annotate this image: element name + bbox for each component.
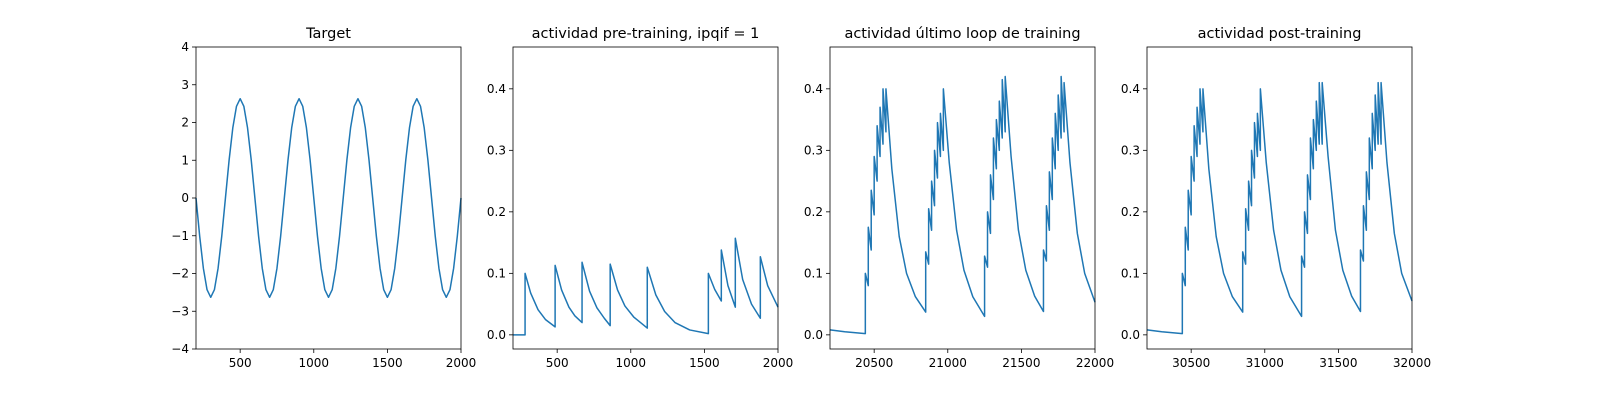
subplot: actividad último loop de training 0.0 0.1 0… <box>804 26 1114 370</box>
data-line <box>829 75 1096 335</box>
x-tick-label: 2000 <box>446 356 477 370</box>
x-tick-label: 30500 <box>1172 356 1210 370</box>
y-tick-label: 0.4 <box>1121 82 1140 96</box>
subplot: Target −4 −3 −2 −1 0 1 2 3 4 500 1000 1500 2000 <box>171 26 476 370</box>
y-tick-label: 1 <box>181 153 189 167</box>
x-tick-label: 1500 <box>689 356 720 370</box>
y-tick-label: −1 <box>171 229 189 243</box>
x-tick-label: 21500 <box>1002 356 1040 370</box>
subplot-title: actividad último loop de training <box>844 26 1080 42</box>
x-tick-label: 31000 <box>1246 356 1284 370</box>
x-tick-label: 2000 <box>763 356 794 370</box>
y-tick-label: 2 <box>181 116 189 130</box>
x-tick-label: 1500 <box>372 356 403 370</box>
x-tick-label: 31500 <box>1319 356 1357 370</box>
axes-frame <box>829 46 1096 350</box>
y-tick-label: 4 <box>181 40 189 54</box>
data-line <box>195 97 462 299</box>
x-tick-label: 500 <box>546 356 569 370</box>
subplot: actividad post-training 0.0 0.1 0.2 0.3 0.4 30… <box>1121 26 1431 370</box>
y-tick-label: 0.2 <box>1121 205 1140 219</box>
y-tick-label: 0.4 <box>804 82 823 96</box>
x-tick-label: 500 <box>229 356 252 370</box>
y-tick-label: 0.0 <box>487 328 506 342</box>
subplot-title: actividad post-training <box>1198 26 1362 42</box>
y-tick-label: −3 <box>171 304 189 318</box>
axes-frame <box>512 46 779 350</box>
y-tick-label: 0.0 <box>804 328 823 342</box>
data-line <box>513 237 779 336</box>
y-tick-label: 0.3 <box>804 143 823 157</box>
y-tick-label: 0 <box>181 191 189 205</box>
y-tick-label: 0.1 <box>1121 266 1140 280</box>
subplot-title: actividad pre-training, ipqif = 1 <box>532 26 760 42</box>
y-tick-label: 0.3 <box>1121 143 1140 157</box>
y-tick-label: 0.1 <box>804 266 823 280</box>
y-tick-label: −2 <box>171 267 189 281</box>
x-tick-label: 1000 <box>616 356 647 370</box>
x-tick-label: 32000 <box>1393 356 1431 370</box>
y-tick-label: 0.3 <box>487 143 506 157</box>
x-tick-label: 1000 <box>299 356 330 370</box>
subplot-title: Target <box>305 26 351 42</box>
y-tick-label: 0.1 <box>487 266 506 280</box>
x-tick-label: 21000 <box>929 356 967 370</box>
x-tick-label: 22000 <box>1076 356 1114 370</box>
y-tick-label: 3 <box>181 78 189 92</box>
y-tick-label: 0.2 <box>804 205 823 219</box>
axes-frame <box>1146 46 1413 350</box>
y-tick-label: 0.4 <box>487 82 506 96</box>
y-tick-label: −4 <box>171 342 189 356</box>
x-tick-label: 20500 <box>855 356 893 370</box>
y-tick-label: 0.2 <box>487 205 506 219</box>
y-tick-label: 0.0 <box>1121 328 1140 342</box>
subplot: actividad pre-training, ipqif = 1 0.0 0.1 0… <box>487 26 793 370</box>
axes-frame <box>195 46 462 350</box>
data-line <box>1146 81 1413 335</box>
